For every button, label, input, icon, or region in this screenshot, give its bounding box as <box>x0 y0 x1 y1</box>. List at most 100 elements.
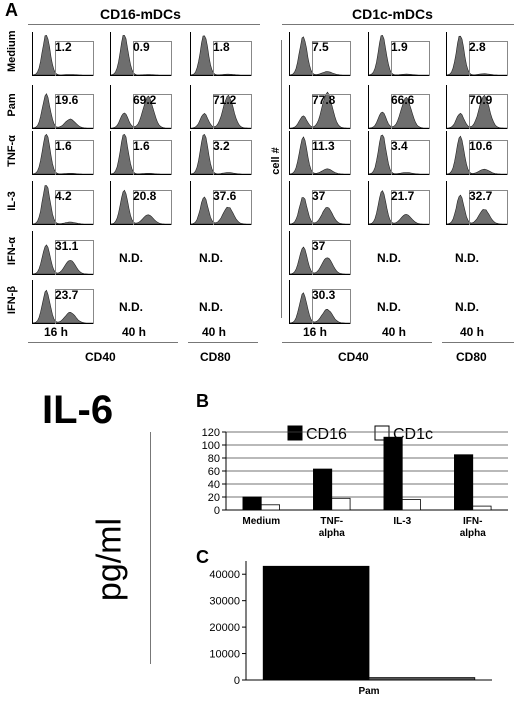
category-label-B-0: Medium <box>242 516 280 527</box>
cd1c-time-2: 40 h <box>460 325 485 339</box>
ytick-label-C-0: 0 <box>234 675 240 687</box>
ytick-label-B-60: 60 <box>208 466 220 478</box>
histogram-curve <box>290 246 350 274</box>
cd16-nd-r4-c2: N.D. <box>199 251 223 265</box>
cd1c-nd-r5-c2: N.D. <box>455 300 479 314</box>
cd16-histogram-r4-c0 <box>32 231 94 275</box>
histogram-plot <box>447 194 507 224</box>
gate-marker <box>213 140 252 175</box>
histogram-plot <box>290 197 350 224</box>
histogram-plot <box>290 292 350 323</box>
bar-B-cd1c-3 <box>472 505 492 511</box>
legend-swatch-cd16 <box>287 425 303 441</box>
cd1c-histogram-r0-c0 <box>289 32 351 76</box>
category-label-B-3-line2: alpha <box>460 528 487 539</box>
bar-C-cd1c-0 <box>368 677 476 681</box>
cd1c-axis-rule <box>281 40 282 318</box>
bar-B-cd1c-2 <box>401 499 421 511</box>
cd1c-histogram-r3-c2 <box>446 181 508 225</box>
histogram-plot <box>33 93 93 128</box>
histogram-curve <box>111 189 171 224</box>
gate-marker <box>391 140 430 175</box>
histogram-plot <box>111 134 171 174</box>
cd1c-value-r1-c0: 77.8 <box>312 93 336 107</box>
histogram-curve <box>369 96 429 128</box>
cd16-time-0: 16 h <box>44 325 69 339</box>
gate-marker <box>469 190 508 225</box>
gate-marker <box>312 289 351 324</box>
cd1c-value-r3-c2: 32.7 <box>469 189 493 203</box>
gate-marker <box>469 140 508 175</box>
ytick-label-B-120: 120 <box>202 427 220 439</box>
il6-title: IL-6 <box>42 388 114 432</box>
histogram-curve <box>191 133 251 174</box>
cd16-value-r3-c2: 37.6 <box>213 189 237 203</box>
cd1c-histogram-r2-c2 <box>446 131 508 175</box>
cd1c-histogram-r0-c2 <box>446 32 508 76</box>
cd1c-histogram-r1-c2 <box>446 85 508 129</box>
y-unit-rule <box>150 432 151 664</box>
cd1c-value-r3-c1: 21.7 <box>391 189 415 203</box>
category-label-B-1-line2: alpha <box>319 528 346 539</box>
histogram-curve <box>290 292 350 323</box>
gate-marker <box>312 190 351 225</box>
histogram-curve <box>33 133 93 174</box>
gate-marker <box>312 41 351 76</box>
ytick-label-B-0: 0 <box>214 505 220 517</box>
legend-swatch-cd1c <box>374 425 390 441</box>
cd16-title-rule <box>28 24 260 25</box>
legend-label-cd16: CD16 <box>306 426 347 443</box>
gate-marker <box>391 41 430 76</box>
cd16-histogram-r0-c0 <box>32 32 94 76</box>
ytick-label-C-30000: 30000 <box>209 596 240 608</box>
cd1c-cd80-label: CD80 <box>456 350 487 364</box>
ytick-label-B-100: 100 <box>202 440 220 452</box>
histogram-curve <box>369 190 429 224</box>
ytick-label-C-20000: 20000 <box>209 622 240 634</box>
histogram-plot <box>33 289 93 323</box>
cd16-value-r1-c0: 19.6 <box>55 93 79 107</box>
cd16-value-r4-c0: 31.1 <box>55 239 79 253</box>
cd1c-value-r2-c0: 11.3 <box>312 139 335 153</box>
cd16-cd40-label: CD40 <box>85 350 116 364</box>
histogram-plot <box>447 135 507 174</box>
cd16-nd-r5-c1: N.D. <box>119 300 143 314</box>
cd1c-value-r3-c0: 37 <box>312 189 326 203</box>
histogram-plot <box>33 185 93 224</box>
gate-marker <box>55 289 94 324</box>
histogram-plot <box>191 196 251 224</box>
cd16-value-r0-c0: 1.2 <box>55 40 72 54</box>
cd16-value-r2-c2: 3.2 <box>213 139 230 153</box>
histogram-plot <box>33 244 93 274</box>
gate-marker <box>213 94 252 129</box>
bar-C-cd16-0 <box>262 565 370 681</box>
gate-marker <box>133 140 172 175</box>
cd1c-value-r2-c1: 3.4 <box>391 139 408 153</box>
gate-marker <box>391 190 430 225</box>
cd16-value-r5-c0: 23.7 <box>55 288 79 302</box>
cd16-value-r3-c1: 20.8 <box>133 189 157 203</box>
histogram-plot <box>290 136 350 174</box>
histogram-plot <box>447 35 507 75</box>
cd1c-nd-r4-c1: N.D. <box>377 251 401 265</box>
cd16-value-r3-c0: 4.2 <box>55 189 72 203</box>
histogram-plot <box>290 36 350 75</box>
histogram-curve <box>447 194 507 224</box>
cd16-value-r1-c2: 71.2 <box>213 93 237 107</box>
gate-marker <box>469 41 508 76</box>
histogram-curve <box>290 136 350 174</box>
cd16-title: CD16-mDCs <box>100 6 181 22</box>
cd16-time-2: 40 h <box>202 325 227 339</box>
cd16-cd80-rule <box>188 342 258 343</box>
cd16-histogram-r2-c2 <box>190 131 252 175</box>
cd16-time-1: 40 h <box>122 325 147 339</box>
category-label-B-3: IFN- <box>463 516 482 527</box>
cd1c-cd40-rule <box>282 342 432 343</box>
cd16-nd-r4-c1: N.D. <box>119 251 143 265</box>
histogram-curve <box>33 244 93 274</box>
bar-B-cd1c-0 <box>260 504 280 511</box>
category-label-B-2: IL-3 <box>393 516 411 527</box>
histogram-plot <box>369 190 429 224</box>
bar-B-cd16-0 <box>242 496 262 511</box>
